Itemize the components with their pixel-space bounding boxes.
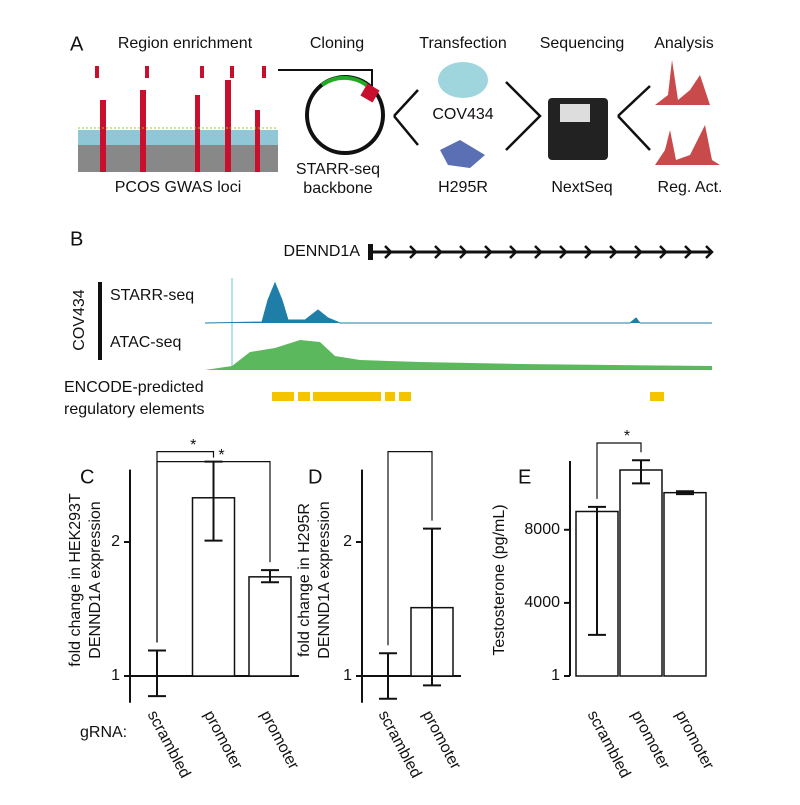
bar [663, 491, 707, 677]
track-label: ATAC-seq [110, 334, 181, 351]
error-bar [261, 569, 279, 584]
manhattan-plot [78, 66, 278, 172]
gene-arrows [384, 245, 714, 259]
sequencer-label: NextSeq [551, 179, 612, 196]
track-label: STARR-seq [110, 287, 194, 304]
x-tick-label: scrambled [144, 708, 194, 781]
step-label: Cloning [310, 35, 364, 52]
significance-bracket [387, 451, 433, 646]
step-label: Transfection [419, 35, 506, 52]
cell-icon [438, 62, 488, 98]
y-axis-label: DENND1A expression [316, 501, 333, 658]
gwas-label: PCOS GWAS loci [115, 179, 242, 196]
x-tick-label: promoter [257, 708, 302, 773]
cell-icon [440, 140, 485, 168]
error-bar [423, 527, 441, 687]
y-tick-label: 1 [551, 667, 560, 684]
panel-letter: A [70, 33, 84, 55]
backbone-label: backbone [303, 180, 372, 197]
grna-label: gRNA: [80, 724, 127, 741]
atac-track [205, 340, 712, 370]
x-tick-label: promoter [200, 708, 245, 773]
peak-track [655, 60, 720, 105]
bar [248, 576, 292, 677]
x-tick-label: scrambled [375, 708, 425, 781]
arrow [617, 85, 651, 151]
result-label: Reg. Act. [658, 179, 723, 196]
error-bar [588, 505, 606, 636]
step-label: Region enrichment [118, 35, 253, 52]
error-bar [148, 649, 166, 698]
y-tick-label: 4000 [524, 594, 560, 611]
element-blocks [272, 392, 664, 401]
x-tick-label: promoter [672, 708, 717, 773]
arrow [278, 69, 373, 86]
arrow [393, 89, 419, 146]
backbone-label: STARR-seq [296, 161, 380, 178]
significance-label: * [624, 428, 630, 445]
gene-label: DENND1A [284, 243, 361, 260]
y-axis-label: Testosterone (pg/mL) [491, 504, 508, 655]
significance-bracket [156, 461, 271, 643]
y-tick-label: 2 [111, 533, 120, 550]
y-tick-label: 1 [343, 667, 352, 684]
panel-letter: E [518, 466, 531, 488]
bar [619, 469, 663, 677]
sequencer-screen [560, 104, 590, 122]
y-axis-label: fold change in H295R [296, 503, 313, 657]
arrow [505, 81, 542, 151]
x-tick-label: promoter [628, 708, 673, 773]
insert [360, 83, 380, 103]
plasmid-insert [320, 75, 374, 92]
significance-bracket [596, 442, 642, 499]
y-tick-label: 8000 [524, 521, 560, 538]
significance-label: * [190, 437, 196, 454]
elements-label: regulatory elements [64, 401, 205, 418]
panel-letter: C [80, 466, 94, 488]
error-bar [676, 490, 694, 496]
cell-label: COV434 [71, 289, 88, 350]
panel-letter: D [308, 466, 322, 488]
y-tick-label: 2 [343, 533, 352, 550]
y-axis-label: DENND1A expression [87, 501, 104, 658]
step-label: Analysis [654, 35, 714, 52]
y-tick-label: 1 [111, 667, 120, 684]
step-label: Sequencing [540, 35, 625, 52]
y-axis-label: fold change in HEK293T [67, 493, 84, 667]
significance-label: * [218, 447, 224, 464]
starr-track [204, 281, 712, 324]
x-tick-label: promoter [419, 708, 464, 773]
cell-label: COV434 [432, 106, 493, 123]
peak-track [655, 125, 720, 165]
elements-label: ENCODE-predicted [64, 379, 204, 396]
x-tick-label: scrambled [584, 708, 634, 781]
panel-letter: B [70, 228, 83, 250]
error-bar [379, 652, 397, 700]
cell-label: H295R [438, 179, 488, 196]
error-bar [632, 459, 650, 485]
